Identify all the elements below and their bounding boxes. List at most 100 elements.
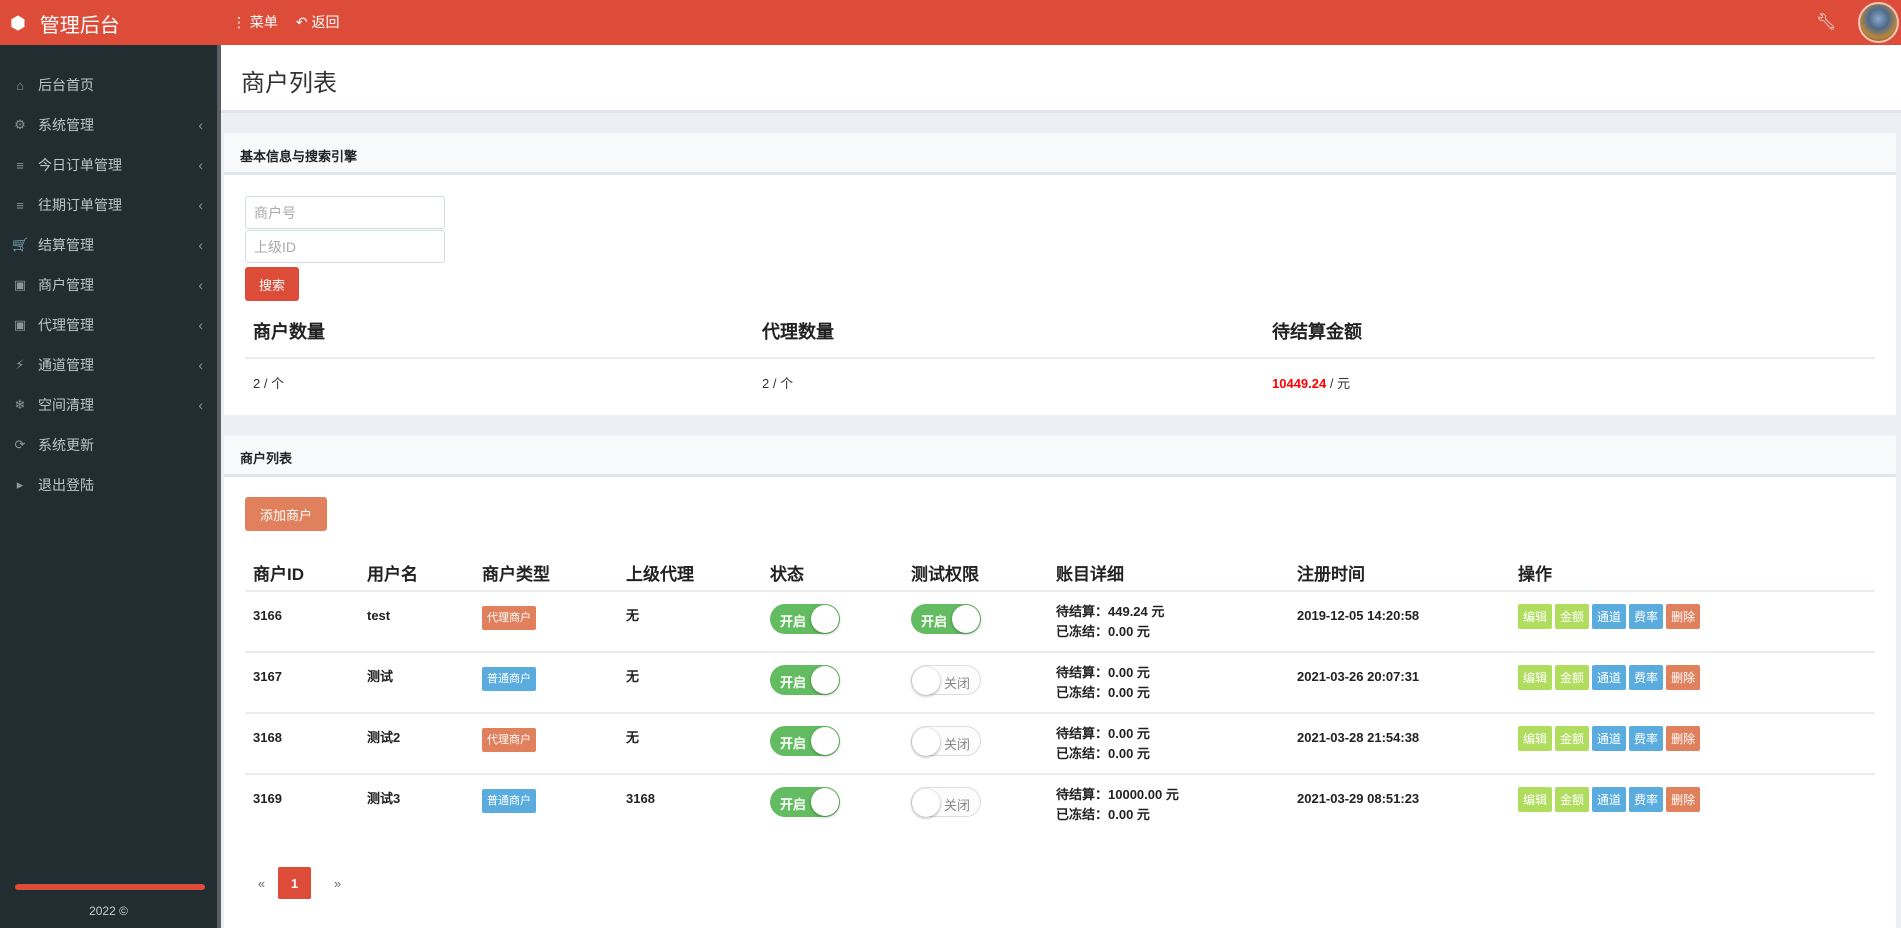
action-button-2[interactable]: 通道	[1592, 787, 1627, 812]
test-permission-toggle[interactable]: 开启	[911, 604, 981, 634]
sidebar-item-3[interactable]: ≡ 今日订单管理 ‹	[0, 145, 217, 185]
action-button-1[interactable]: 金额	[1555, 787, 1590, 812]
pending-amount: 待结算：449.24 元	[1056, 604, 1165, 619]
top-header: ⬢ 管理后台 ⋮ 菜单 ↶ 返回 🔧︎	[0, 0, 1901, 45]
action-button-1[interactable]: 金额	[1555, 726, 1590, 751]
agent-count-value: 2 / 个	[762, 373, 793, 392]
plug-icon: ⚡	[15, 357, 25, 372]
add-merchant-button[interactable]: 添加商户	[245, 497, 327, 531]
search-box-title: 基本信息与搜索引擎	[224, 133, 1896, 175]
merchant-id-input[interactable]	[245, 196, 445, 229]
chevron-left-icon: ‹	[198, 117, 203, 133]
back-button[interactable]: ↶ 返回	[296, 12, 340, 32]
list-icon: ≡	[16, 197, 24, 213]
page-title: 商户列表	[241, 70, 337, 97]
chevron-left-icon: ‹	[198, 197, 203, 213]
action-button-1[interactable]: 金额	[1555, 604, 1590, 629]
merchant-id: 3169	[253, 791, 282, 806]
action-button-3[interactable]: 费率	[1629, 787, 1664, 812]
sidebar-item-4[interactable]: ≡ 往期订单管理 ‹	[0, 185, 217, 225]
toggle-knob	[912, 728, 940, 756]
merchant-type-badge: 代理商户	[482, 606, 536, 630]
merchant-id: 3166	[253, 608, 282, 623]
frozen-amount: 已冻结：0.00 元	[1056, 746, 1150, 761]
pending-amount: 待结算：0.00 元	[1056, 726, 1150, 741]
merchant-count-value: 2 / 个	[253, 373, 284, 392]
parent-agent: 无	[626, 730, 640, 745]
action-button-0[interactable]: 编辑	[1518, 665, 1553, 690]
sidebar-item-9[interactable]: ❄ 空间清理 ‹	[0, 385, 217, 425]
column-header: 上级代理	[626, 565, 694, 584]
merchant-id: 3168	[253, 730, 282, 745]
vertical-dots-icon: ⋮	[232, 14, 246, 30]
pending-amount: 待结算：0.00 元	[1056, 665, 1150, 680]
sidebar-item-8[interactable]: ⚡ 通道管理 ‹	[0, 345, 217, 385]
sidebar-item-label: 退出登陆	[38, 477, 94, 493]
table-row: 3166 test 代理商户 无 开启 开启 待结算：449.24 元已冻结：0…	[245, 590, 1875, 651]
register-time: 2021-03-26 20:07:31	[1297, 669, 1420, 684]
merchant-id: 3167	[253, 669, 282, 684]
action-button-2[interactable]: 通道	[1592, 665, 1627, 690]
test-permission-toggle[interactable]: 关闭	[911, 665, 981, 695]
prev-page[interactable]: «	[257, 875, 266, 891]
next-page[interactable]: »	[333, 875, 342, 891]
table-row: 3168 测试2 代理商户 无 开启 关闭 待结算：0.00 元已冻结：0.00…	[245, 712, 1875, 773]
sidebar-item-10[interactable]: ⟳ 系统更新	[0, 425, 217, 465]
status-toggle[interactable]: 开启	[770, 604, 840, 634]
status-toggle[interactable]: 开启	[770, 665, 840, 695]
unit: / 个	[772, 376, 794, 391]
home-icon: ⌂	[16, 77, 24, 93]
sidebar-item-2[interactable]: ⚙ 系统管理 ‹	[0, 105, 217, 145]
action-button-4[interactable]: 删除	[1666, 726, 1701, 751]
merchant-type-badge: 代理商户	[482, 728, 536, 752]
action-button-4[interactable]: 删除	[1666, 787, 1701, 812]
status-toggle[interactable]: 开启	[770, 787, 840, 817]
avatar[interactable]	[1858, 2, 1899, 43]
sidebar-scrollbar[interactable]	[217, 45, 221, 928]
list-box-title: 商户列表	[224, 435, 1896, 477]
value: 2	[253, 376, 261, 391]
action-button-4[interactable]: 删除	[1666, 604, 1701, 629]
action-button-2[interactable]: 通道	[1592, 604, 1627, 629]
sidebar-item-7[interactable]: ▣ 代理管理 ‹	[0, 305, 217, 345]
action-button-1[interactable]: 金额	[1555, 665, 1590, 690]
pending-amount-value: 10449.24 / 元	[1272, 373, 1350, 392]
column-header: 商户类型	[482, 565, 550, 584]
status-toggle[interactable]: 开启	[770, 726, 840, 756]
search-button[interactable]: 搜索	[245, 267, 299, 301]
action-button-2[interactable]: 通道	[1592, 726, 1627, 751]
sidebar-item-6[interactable]: ▣ 商户管理 ‹	[0, 265, 217, 305]
action-button-3[interactable]: 费率	[1629, 665, 1664, 690]
action-button-3[interactable]: 费率	[1629, 604, 1664, 629]
exit-icon: ▸	[16, 477, 24, 492]
logo[interactable]: ⬢ 管理后台	[10, 9, 120, 38]
test-permission-toggle[interactable]: 关闭	[911, 726, 981, 756]
sidebar-item-label: 商户管理	[38, 277, 94, 293]
merchant-list-box: 商户列表 添加商户 « 1 » 商户ID 用户名 商户类型 上级代理 状态 测试权限 账目详…	[224, 435, 1896, 928]
action-button-4[interactable]: 删除	[1666, 665, 1701, 690]
toggle-label: 开启	[780, 675, 807, 690]
column-header: 状态	[770, 565, 804, 584]
menu-button[interactable]: ⋮ 菜单	[232, 12, 278, 32]
column-header: 注册时间	[1297, 565, 1365, 584]
action-button-0[interactable]: 编辑	[1518, 787, 1553, 812]
parent-id-input[interactable]	[245, 230, 445, 263]
list-icon: ≡	[16, 157, 24, 173]
action-button-0[interactable]: 编辑	[1518, 726, 1553, 751]
sidebar-item-11[interactable]: ▸ 退出登陆	[0, 465, 217, 505]
sidebar-item-1[interactable]: ⌂ 后台首页	[0, 65, 217, 105]
sidebar: 2022 © ⌂ 后台首页 ⚙ 系统管理 ‹ ≡ 今日订单管理 ‹ ≡ 往期订单管理 ‹ 🛒 结算管理 ‹…	[0, 45, 217, 928]
value: 10449.24	[1272, 376, 1327, 391]
merchant-type-badge: 普通商户	[482, 789, 536, 813]
action-button-3[interactable]: 费率	[1629, 726, 1664, 751]
merchant-count-label: 商户数量	[253, 322, 325, 342]
table-row: 3167 测试 普通商户 无 开启 关闭 待结算：0.00 元已冻结：0.00 …	[245, 651, 1875, 712]
search-box: 基本信息与搜索引擎 搜索 商户数量 代理数量 待结算金额 2 / 个 2 / 个…	[224, 133, 1896, 415]
action-button-0[interactable]: 编辑	[1518, 604, 1553, 629]
wrench-icon[interactable]: 🔧︎	[1816, 14, 1837, 31]
parent-agent: 3168	[626, 791, 655, 806]
sidebar-item-5[interactable]: 🛒 结算管理 ‹	[0, 225, 217, 265]
page-1[interactable]: 1	[278, 867, 311, 899]
frozen-amount: 已冻结：0.00 元	[1056, 807, 1150, 822]
test-permission-toggle[interactable]: 关闭	[911, 787, 981, 817]
